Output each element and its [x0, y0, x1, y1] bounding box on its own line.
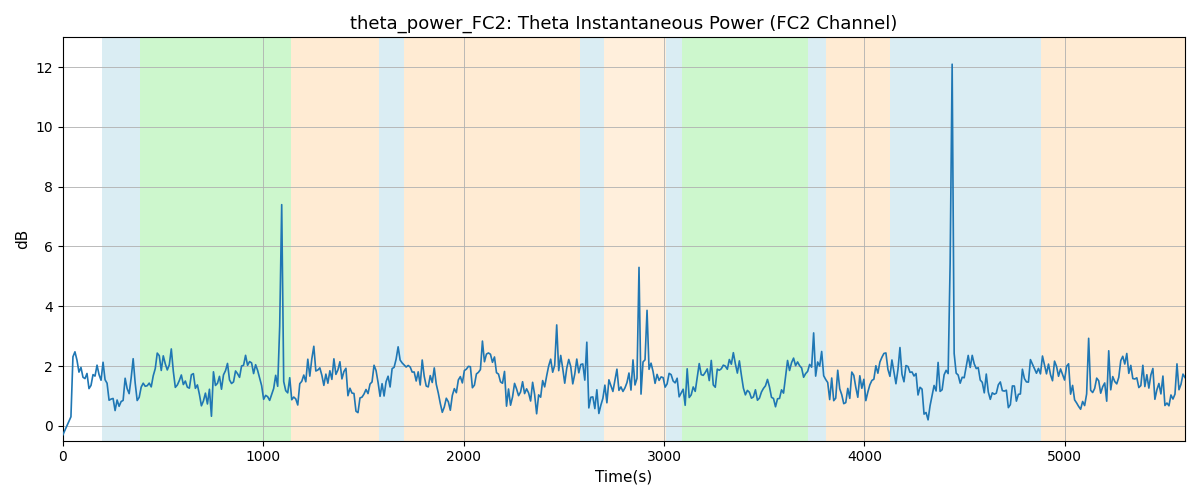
Bar: [682, 38, 809, 440]
X-axis label: Time(s): Time(s): [595, 470, 653, 485]
Bar: [403, 38, 580, 440]
Bar: [379, 38, 403, 440]
Bar: [666, 38, 682, 440]
Bar: [292, 38, 379, 440]
Y-axis label: dB: dB: [16, 229, 30, 249]
Bar: [827, 38, 890, 440]
Bar: [890, 38, 1040, 440]
Title: theta_power_FC2: Theta Instantaneous Power (FC2 Channel): theta_power_FC2: Theta Instantaneous Pow…: [350, 15, 898, 34]
Bar: [140, 38, 292, 440]
Bar: [1040, 38, 1186, 440]
Bar: [604, 38, 666, 440]
Bar: [809, 38, 827, 440]
Bar: [102, 38, 140, 440]
Bar: [580, 38, 604, 440]
